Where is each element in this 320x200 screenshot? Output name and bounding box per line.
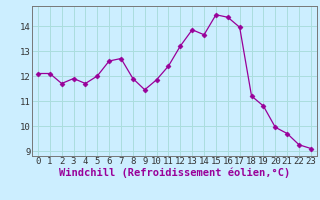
- X-axis label: Windchill (Refroidissement éolien,°C): Windchill (Refroidissement éolien,°C): [59, 168, 290, 178]
